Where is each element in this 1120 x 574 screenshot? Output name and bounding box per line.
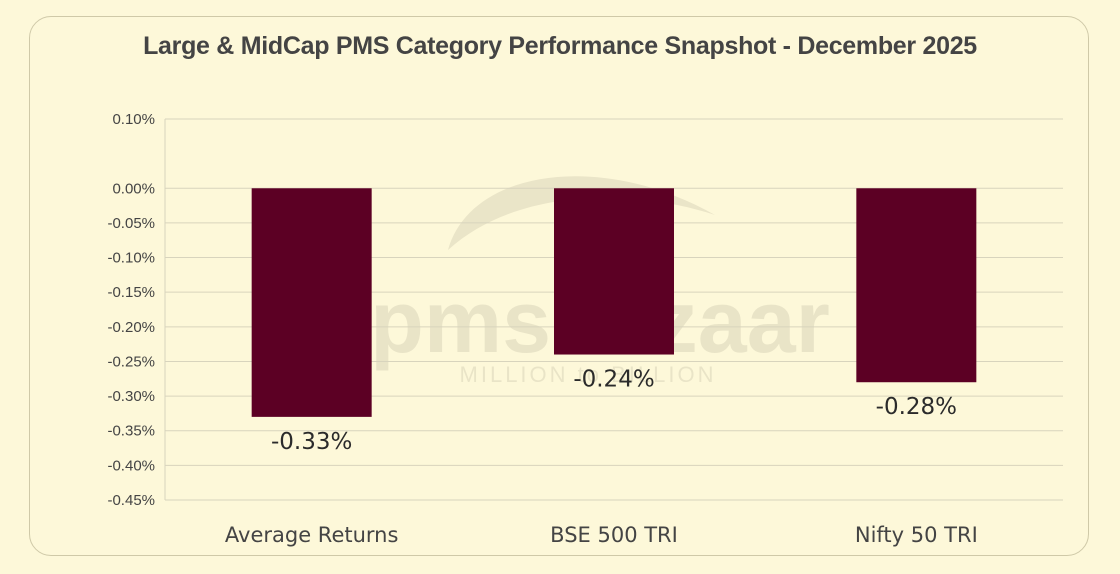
x-category-label: BSE 500 TRI [550, 523, 678, 547]
x-axis: Average Returns BSE 500 TRI Nifty 50 TRI [225, 523, 978, 547]
x-category-label: Nifty 50 TRI [855, 523, 978, 547]
data-label-1: -0.24% [573, 367, 654, 393]
y-tick-label: -0.15% [107, 284, 155, 301]
y-tick-label: -0.20% [107, 319, 155, 336]
y-tick-label: 0.00% [112, 180, 155, 197]
bars [251, 188, 977, 417]
y-tick-label: -0.05% [107, 215, 155, 232]
bar-0 [251, 188, 372, 417]
y-tick-label: 0.10% [112, 111, 155, 128]
bar-2 [856, 188, 977, 383]
y-tick-label: -0.40% [107, 457, 155, 474]
bar-1 [554, 188, 674, 355]
x-category-label: Average Returns [225, 523, 399, 547]
y-tick-label: -0.35% [107, 423, 155, 440]
y-tick-label: -0.10% [107, 250, 155, 267]
y-tick-label: -0.45% [107, 492, 155, 509]
data-label-0: -0.33% [271, 429, 352, 455]
chart-title: Large & MidCap PMS Category Performance … [143, 32, 977, 60]
y-tick-label: -0.25% [107, 353, 155, 370]
data-labels: -0.33% -0.24% -0.28% [271, 367, 957, 455]
data-label-2: -0.28% [876, 394, 957, 420]
watermark-tagline: MILLION to BILLION [460, 362, 717, 387]
y-axis: 0.10% 0.00% -0.05% -0.10% -0.15% -0.20% -0.25%… [107, 111, 166, 509]
y-tick-label: -0.30% [107, 388, 155, 405]
